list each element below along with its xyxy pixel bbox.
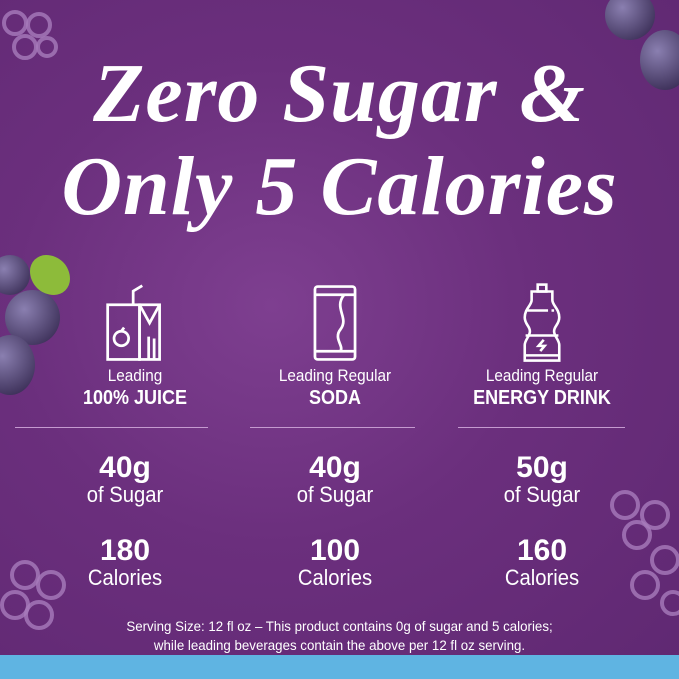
calories-value: 160 xyxy=(516,534,568,567)
column-lead: Leading xyxy=(107,366,163,385)
sugar-unit: of Sugar xyxy=(503,482,581,507)
calories-value: 180 xyxy=(99,534,151,567)
juice-box-icon xyxy=(106,284,161,361)
divider xyxy=(458,427,625,428)
divider xyxy=(15,427,208,428)
sugar-unit: of Sugar xyxy=(86,482,164,507)
bottom-band xyxy=(0,655,679,679)
juice-sugar: 40g of Sugar xyxy=(15,453,235,507)
column-lead: Leading Regular xyxy=(278,366,392,385)
footnote-line-1: Serving Size: 12 fl oz – This product co… xyxy=(126,618,553,634)
soda-calories: 100 Calories xyxy=(225,536,445,590)
calories-unit: Calories xyxy=(297,565,373,590)
sugar-unit: of Sugar xyxy=(296,482,374,507)
sports-bottle-icon xyxy=(523,283,561,362)
calories-unit: Calories xyxy=(87,565,163,590)
column-kind: ENERGY DRINK xyxy=(473,387,611,409)
calories-value: 100 xyxy=(309,534,361,567)
column-lead: Leading Regular xyxy=(485,366,599,385)
column-kind: 100% JUICE xyxy=(82,387,188,409)
sugar-value: 50g xyxy=(516,451,568,484)
footnote: Serving Size: 12 fl oz – This product co… xyxy=(17,617,662,655)
sugar-value: 40g xyxy=(99,451,151,484)
headline-line-2: Only 5 Calories xyxy=(61,140,618,233)
juice-calories: 180 Calories xyxy=(15,536,235,590)
energy-sugar: 50g of Sugar xyxy=(432,453,652,507)
energy-calories: 160 Calories xyxy=(432,536,652,590)
soda-can-icon xyxy=(313,285,357,361)
column-juice: Leading 100% JUICE xyxy=(25,282,245,410)
sugar-value: 40g xyxy=(309,451,361,484)
column-energy-drink: Leading Regular ENERGY DRINK xyxy=(432,282,652,410)
column-soda: Leading Regular SODA xyxy=(225,282,445,410)
divider xyxy=(250,427,415,428)
footnote-line-2: while leading beverages contain the abov… xyxy=(153,637,526,653)
calories-unit: Calories xyxy=(504,565,580,590)
headline-line-1: Zero Sugar & xyxy=(93,47,586,140)
column-kind: SODA xyxy=(308,387,362,409)
soda-sugar: 40g of Sugar xyxy=(225,453,445,507)
